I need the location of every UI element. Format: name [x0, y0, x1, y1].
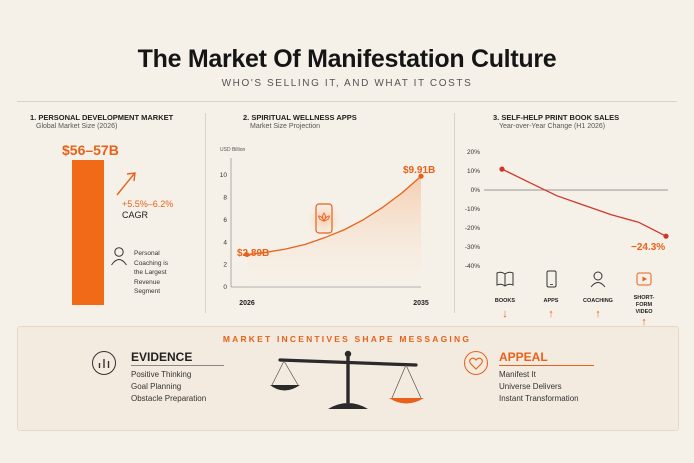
start-point — [499, 166, 505, 172]
person-icon — [111, 247, 127, 266]
y-tick-label: 6 — [223, 217, 227, 224]
arrow-up-icon: ↑ — [548, 308, 554, 320]
area-fill — [247, 176, 421, 287]
appeal-underline — [499, 365, 594, 366]
category-label: BOOKS — [494, 298, 516, 304]
book-icon — [496, 271, 514, 287]
balance-scale-icon — [270, 350, 424, 409]
series-line — [501, 168, 667, 237]
market-size-value: $56–57B — [62, 142, 119, 158]
arrow-up-icon: ↑ — [595, 308, 601, 320]
y-tick-label: -20% — [465, 225, 480, 232]
person-icon — [590, 271, 606, 288]
cagr-label: CAGR — [122, 210, 149, 220]
bar-chart-icon — [92, 351, 116, 375]
phone-lotus-icon — [304, 199, 344, 239]
top-divider — [17, 101, 677, 102]
y-tick-label: 0% — [471, 187, 481, 194]
incentives-heading: MARKET INCENTIVES SHAPE MESSAGING — [222, 334, 472, 344]
panel1-subheading: Global Market Size (2026) — [36, 123, 118, 130]
x-tick-label: 2035 — [413, 300, 429, 307]
list-item: Universe Delivers — [499, 382, 562, 391]
category-apps: APPS ↑ — [534, 270, 568, 320]
panel1-heading: 1. PERSONAL DEVELOPMENT MARKET — [30, 113, 174, 122]
x-tick-label: 2026 — [239, 300, 255, 307]
arrow-down-icon: ↓ — [502, 308, 508, 320]
start-point — [244, 252, 250, 258]
heart-icon — [464, 351, 488, 375]
page-subtitle: WHO'S SELLING IT, AND WHAT IT COSTS — [221, 78, 473, 89]
coaching-note: Personal Coaching is the Largest Revenue… — [134, 250, 168, 295]
video-play-icon — [636, 272, 652, 286]
evidence-underline — [131, 365, 224, 366]
y-tick-label: -30% — [465, 244, 480, 251]
y-tick-label: 20% — [467, 149, 480, 156]
panel-divider-1 — [205, 113, 206, 313]
page-title: The Market Of Manifestation Culture — [137, 45, 557, 73]
y-tick-label: -10% — [465, 206, 480, 213]
phone-icon — [546, 270, 557, 288]
category-coaching: COACHING ↑ — [581, 270, 615, 320]
y-tick-label: 10 — [220, 172, 228, 179]
decline-value-label: −24.3% — [631, 242, 666, 253]
category-short-form-video: SHORT-FORM VIDEO ↑ — [627, 270, 661, 328]
y-tick-label: 8 — [223, 195, 227, 202]
y-axis-unit: USD Billion — [220, 147, 246, 153]
appeal-title: APPEAL — [499, 350, 548, 364]
evidence-list: Positive Thinking Goal Planning Obstacle… — [131, 369, 206, 405]
book-sales-chart: 20% 10% 0% -10% -20% -30% -40% — [465, 149, 669, 270]
y-tick-label: 10% — [467, 168, 480, 175]
list-item: Obstacle Preparation — [131, 394, 207, 403]
end-point — [663, 233, 669, 239]
appeal-list: Manifest It Universe Delivers Instant Tr… — [499, 369, 579, 405]
panel2-subheading: Market Size Projection — [250, 123, 321, 130]
y-tick-label: 4 — [223, 239, 227, 246]
category-label: APPS — [543, 298, 559, 304]
panel3-heading: 3. SELF-HELP PRINT BOOK SALES — [493, 113, 620, 122]
evidence-title: EVIDENCE — [131, 350, 193, 364]
end-point — [418, 173, 424, 179]
cagr-value: +5.5%–6.2% — [122, 199, 174, 209]
panel-divider-2 — [454, 113, 455, 313]
panel3-subheading: Year-over-Year Change (H1 2026) — [499, 123, 606, 130]
panel2-heading: 2. SPIRITUAL WELLNESS APPS — [243, 113, 357, 122]
arrow-up-icon: ↑ — [641, 316, 647, 328]
list-item: Positive Thinking — [131, 370, 192, 379]
category-label: SHORT-FORM VIDEO — [633, 295, 655, 315]
list-item: Manifest It — [499, 370, 536, 379]
growth-arrow-icon — [116, 172, 136, 196]
list-item: Instant Transformation — [499, 394, 579, 403]
market-size-bar — [72, 160, 104, 305]
y-tick-label: 0 — [223, 284, 227, 291]
y-tick-label: 2 — [223, 262, 227, 269]
end-value-label: $9.91B — [403, 165, 436, 176]
category-label: COACHING — [583, 298, 613, 304]
category-books: BOOKS ↓ — [488, 270, 522, 320]
list-item: Goal Planning — [131, 382, 182, 391]
start-value-label: $2.89B — [237, 248, 270, 259]
y-tick-label: -40% — [465, 263, 480, 270]
